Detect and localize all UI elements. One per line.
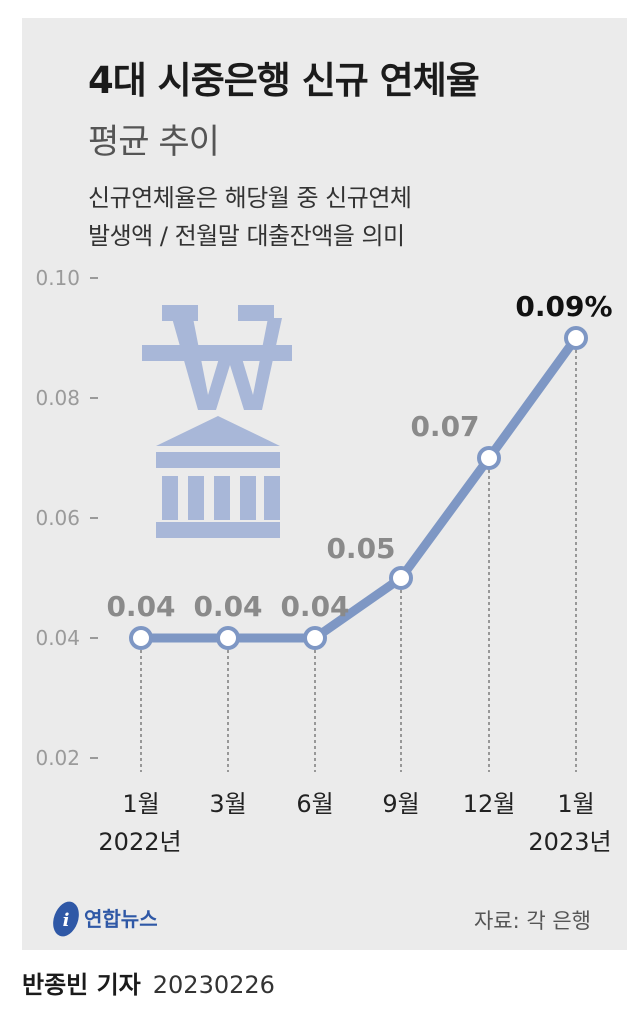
- x-axis: 1월 2022년 3월 6월 9월 12월 1월 2023년: [98, 790, 611, 856]
- yonhap-logo: i 연합뉴스: [52, 895, 192, 947]
- logo-text: 연합뉴스: [84, 907, 158, 931]
- data-label: 0.05: [326, 532, 395, 565]
- publish-date: 20230226: [152, 971, 275, 999]
- chart-panel: [22, 18, 627, 950]
- x-tick-label: 12월: [463, 790, 516, 818]
- reporter-name: 반종빈 기자: [22, 971, 141, 999]
- data-point: [303, 626, 327, 650]
- x-tick-label: 1월: [557, 790, 594, 818]
- y-tick-label: 0.04: [35, 626, 80, 650]
- data-point: [389, 566, 413, 590]
- x-tick-label: 9월: [382, 790, 419, 818]
- y-tick-label: 0.10: [35, 266, 80, 290]
- x-year-label: 2022년: [98, 828, 181, 856]
- y-tick-label: 0.06: [35, 506, 80, 530]
- data-point: [477, 446, 501, 470]
- y-tick-label: 0.08: [35, 386, 80, 410]
- y-axis: 0.10 0.08 0.06 0.04 0.02: [35, 266, 98, 770]
- data-labels: 0.04 0.04 0.04 0.05 0.07 0.09%: [106, 290, 612, 623]
- data-point: [216, 626, 240, 650]
- data-label: 0.09%: [515, 290, 612, 323]
- y-tick-label: 0.02: [35, 746, 80, 770]
- x-year-label: 2023년: [528, 828, 611, 856]
- series-polyline: [136, 333, 581, 643]
- note-line-2: 발생액 / 전월말 대출잔액을 의미: [88, 222, 405, 250]
- won-bank-icon: [142, 305, 292, 538]
- source-note: 자료: 각 은행: [473, 909, 591, 933]
- x-tick-label: 3월: [209, 790, 246, 818]
- data-label: 0.04: [280, 590, 349, 623]
- x-tick-label: 1월: [122, 790, 159, 818]
- data-label: 0.04: [106, 590, 175, 623]
- line-chart: 0.100.080.060.040.02 0.04 0.04 0.040.050.0…: [35, 266, 612, 856]
- series-line: [129, 326, 588, 650]
- chart-title: 4대 시중은행 신규 연체율: [88, 59, 480, 102]
- x-tick-label: 6월: [296, 790, 333, 818]
- data-label: 0.04: [193, 590, 262, 623]
- byline: 반종빈 기자 20230226: [22, 965, 275, 1000]
- note-line-1: 신규연체율은 해당월 중 신규연체: [88, 184, 412, 212]
- data-point: [129, 626, 153, 650]
- svg-text:i: i: [63, 910, 70, 931]
- drop-lines: [140, 350, 577, 772]
- chart-subtitle: 평균 추이: [88, 122, 220, 162]
- data-point: [564, 326, 588, 350]
- data-label: 0.07: [410, 410, 479, 443]
